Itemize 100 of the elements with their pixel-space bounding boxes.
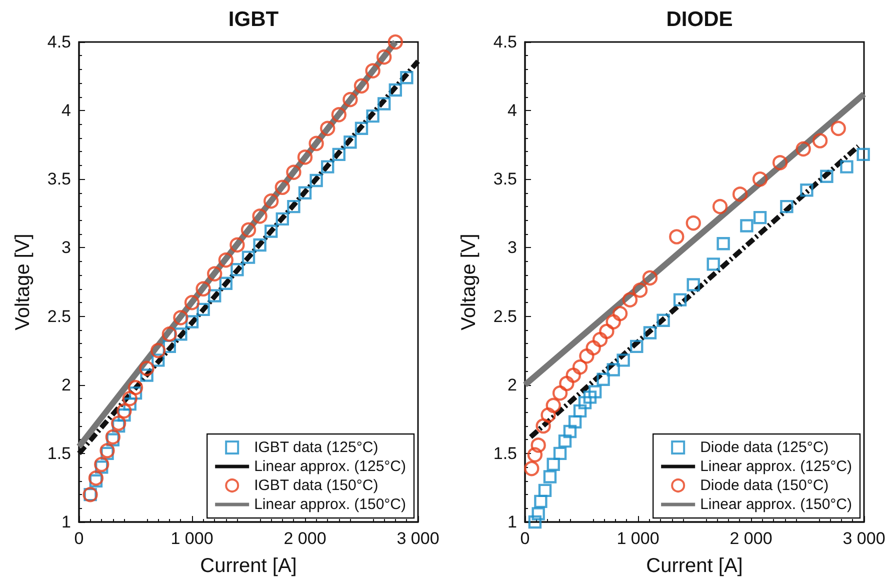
point (566, 368, 581, 383)
point (106, 433, 120, 446)
point (344, 136, 357, 149)
point (527, 447, 543, 462)
point (139, 360, 154, 376)
point (264, 224, 278, 238)
point (578, 396, 592, 410)
point (632, 282, 648, 298)
point (354, 78, 370, 94)
point (388, 83, 402, 97)
x-tick-label: 0 (520, 529, 530, 548)
point (752, 172, 768, 187)
point (630, 340, 644, 354)
point (772, 155, 788, 170)
point (656, 314, 670, 327)
point (712, 198, 728, 214)
point (686, 278, 700, 292)
legend-label: IGBT data (150°C) (254, 477, 378, 494)
point (592, 332, 608, 348)
point (308, 136, 324, 152)
x-tick-label: 1 000 (170, 529, 214, 548)
point (253, 238, 266, 252)
x-axis-title: Current [A] (646, 555, 743, 577)
point (524, 460, 540, 476)
point (552, 385, 568, 401)
chart-title: IGBT (228, 8, 279, 31)
point (219, 276, 232, 290)
point (800, 184, 814, 197)
point (563, 424, 577, 438)
point (321, 160, 334, 174)
point (88, 470, 104, 486)
point (606, 314, 621, 330)
point (264, 193, 279, 209)
point (579, 348, 594, 364)
point (310, 174, 323, 188)
point (112, 419, 126, 433)
point (840, 160, 854, 174)
y-tick-label: 4.5 (47, 32, 71, 52)
point (553, 446, 567, 460)
y-tick-label: 1 (62, 512, 71, 532)
y-tick-label: 3.5 (47, 170, 71, 189)
point (740, 219, 754, 232)
point (184, 294, 200, 310)
point (616, 354, 630, 367)
point (252, 208, 268, 224)
point (196, 281, 211, 296)
point (812, 133, 828, 148)
point (354, 122, 368, 135)
y-tick-label: 3 (62, 238, 71, 258)
point (753, 210, 767, 224)
point (546, 458, 560, 471)
y-tick-label: 4.5 (493, 32, 517, 52)
y-tick-label: 2.5 (47, 306, 71, 326)
point (732, 186, 748, 202)
point (95, 460, 108, 474)
point (572, 359, 588, 375)
point (123, 397, 136, 411)
x-axis-title: Current [A] (200, 555, 297, 577)
point (297, 150, 313, 165)
point (218, 252, 234, 268)
point (365, 63, 380, 78)
point (558, 434, 572, 448)
point (89, 474, 103, 488)
point (185, 315, 199, 328)
point (320, 120, 336, 136)
point (599, 324, 614, 339)
point (173, 310, 188, 326)
point (596, 372, 610, 386)
point (856, 148, 870, 162)
legend-label: Linear approx. (150°C) (254, 496, 406, 513)
point (716, 237, 730, 250)
point (780, 200, 794, 214)
point (162, 340, 176, 354)
point (378, 97, 391, 110)
y-tick-label: 3 (508, 238, 517, 258)
point (573, 404, 587, 418)
x-tick-label: 1 000 (616, 529, 660, 548)
point (94, 456, 110, 472)
point (298, 186, 312, 200)
point (706, 258, 720, 271)
point (530, 438, 546, 453)
legend-label: Linear approx. (150°C) (700, 496, 852, 513)
y-tick-label: 1.5 (493, 444, 517, 463)
point (622, 292, 638, 308)
point (669, 229, 684, 244)
point (122, 390, 138, 406)
point (366, 109, 380, 123)
x-tick-label: 3 000 (842, 529, 886, 548)
y-tick-label: 1 (508, 512, 517, 532)
point (606, 363, 620, 376)
point (150, 342, 166, 358)
y-tick-label: 2.5 (493, 306, 517, 326)
point (532, 507, 545, 520)
point (230, 263, 244, 276)
point (538, 484, 552, 498)
point (287, 200, 300, 214)
point (162, 326, 177, 342)
point (376, 49, 392, 65)
point (140, 368, 154, 382)
point (642, 270, 658, 286)
